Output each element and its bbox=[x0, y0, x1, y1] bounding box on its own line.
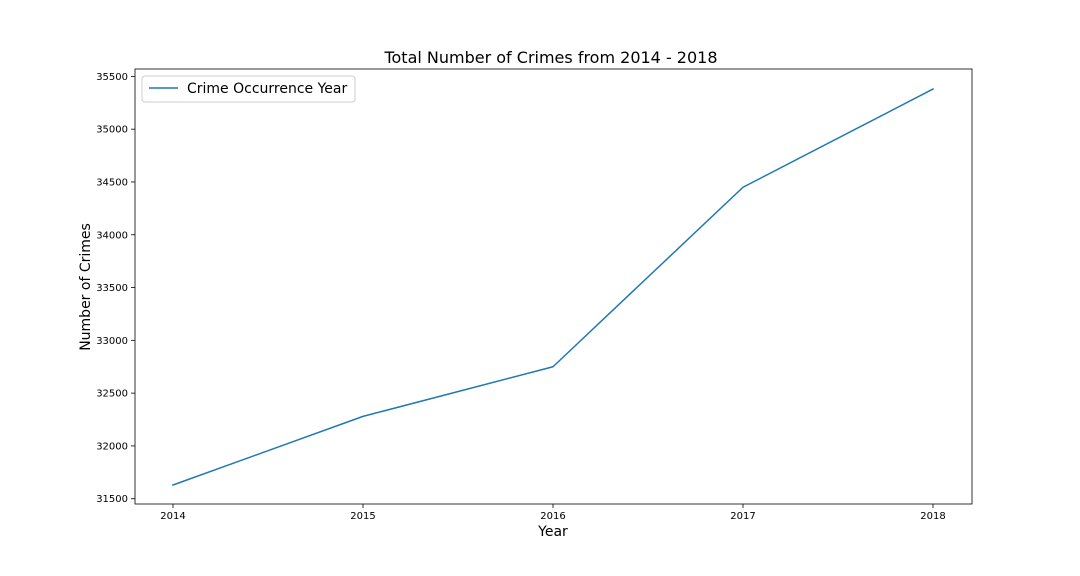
series-line bbox=[172, 88, 935, 486]
legend: Crime Occurrence Year bbox=[141, 75, 356, 103]
y-axis-title: Number of Crimes bbox=[78, 223, 94, 351]
legend-label: Crime Occurrence Year bbox=[187, 81, 347, 97]
x-tick-label: 2015 bbox=[350, 511, 375, 522]
series-layer bbox=[172, 88, 935, 486]
y-tick-label: 34000 bbox=[96, 230, 128, 241]
y-tick-label: 31500 bbox=[96, 494, 128, 505]
x-tick-label: 2016 bbox=[540, 511, 565, 522]
x-tick-label: 2017 bbox=[730, 511, 755, 522]
x-tick-label: 2018 bbox=[920, 511, 945, 522]
x-tick-label: 2014 bbox=[160, 511, 185, 522]
y-tick-label: 33000 bbox=[96, 336, 128, 347]
legend-box bbox=[141, 75, 356, 103]
y-tick-label: 32500 bbox=[96, 389, 128, 400]
y-tick-label: 35500 bbox=[96, 72, 128, 83]
y-tick-label: 35000 bbox=[96, 125, 128, 136]
y-tick-label: 33500 bbox=[96, 283, 128, 294]
y-tick-label: 34500 bbox=[96, 177, 128, 188]
y-tick-label: 32000 bbox=[96, 441, 128, 452]
ticks-layer: 2014 2015 2016 2017 2018 31500 32000 32500 33000… bbox=[96, 72, 946, 522]
plot-frame bbox=[134, 68, 973, 505]
chart-title: Total Number of Crimes from 2014 - 2018 bbox=[383, 48, 717, 67]
x-axis-title: Year bbox=[537, 524, 568, 540]
